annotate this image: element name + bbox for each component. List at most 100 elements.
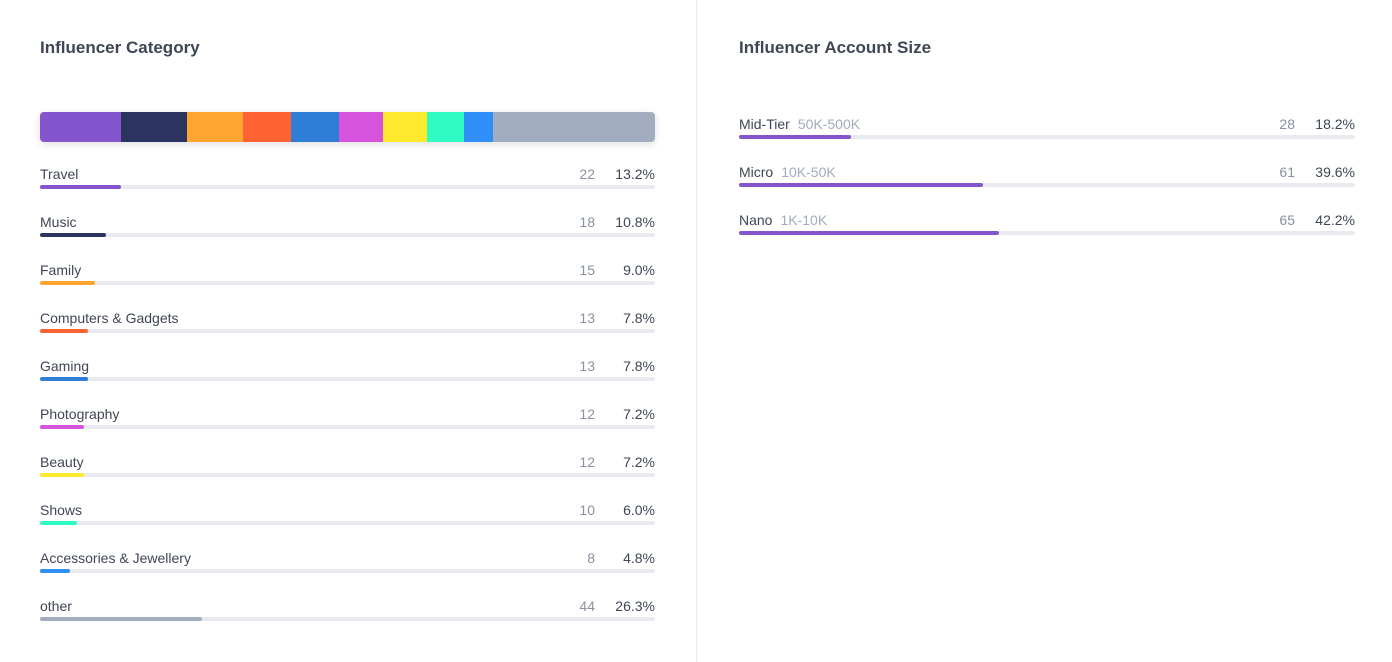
stacked-segment-1 [121, 112, 188, 142]
category-count: 8 [587, 550, 595, 566]
influencer-category-title: Influencer Category [40, 38, 200, 57]
category-percent: 7.2% [623, 454, 655, 470]
stacked-segment-7 [427, 112, 464, 142]
category-row: Accessories & Jewellery 8 4.8% [40, 550, 655, 598]
category-count: 18 [579, 214, 595, 230]
category-count: 13 [579, 358, 595, 374]
category-progress-track [40, 569, 655, 573]
category-percent: 26.3% [615, 598, 655, 614]
category-progress-track [40, 329, 655, 333]
category-count: 12 [579, 406, 595, 422]
category-progress-track [40, 185, 655, 189]
category-label: other [40, 598, 72, 614]
category-row: Family 15 9.0% [40, 262, 655, 310]
category-label: Gaming [40, 358, 90, 374]
account-size-row: Micro 10K-50K 61 39.6% [739, 164, 1355, 212]
category-label: Music [40, 214, 77, 230]
category-percent: 4.8% [623, 550, 655, 566]
category-label: Accessories & Jewellery [40, 550, 191, 566]
account-size-progress-fill [739, 135, 852, 139]
category-row: other 44 26.3% [40, 598, 655, 646]
category-label: Shows [40, 502, 83, 518]
category-percent: 7.8% [623, 358, 655, 374]
account-size-percent: 42.2% [1315, 212, 1355, 228]
category-progress-fill [40, 569, 70, 573]
category-count: 13 [579, 310, 595, 326]
category-row: Gaming 13 7.8% [40, 358, 655, 406]
category-row: Beauty 12 7.2% [40, 454, 655, 502]
account-size-label: Mid-Tier 50K-500K [739, 116, 860, 132]
stacked-segment-4 [290, 112, 339, 142]
account-size-percent: 18.2% [1315, 116, 1355, 132]
account-size-label: Nano 1K-10K [739, 212, 827, 228]
stacked-segment-9 [493, 112, 655, 142]
category-count: 15 [579, 262, 595, 278]
category-progress-fill [40, 617, 202, 621]
category-progress-fill [40, 329, 88, 333]
category-count: 12 [579, 454, 595, 470]
category-progress-fill [40, 185, 122, 189]
account-size-range: 10K-50K [781, 164, 836, 180]
account-size-progress-fill [739, 183, 983, 187]
account-size-row: Nano 1K-10K 65 42.2% [739, 212, 1355, 260]
account-size-label: Micro 10K-50K [739, 164, 836, 180]
stacked-segment-0 [40, 112, 122, 142]
category-progress-fill [40, 233, 107, 237]
category-progress-fill [40, 473, 85, 477]
category-percent: 10.8% [615, 214, 655, 230]
category-label: Travel [40, 166, 79, 182]
stacked-segment-8 [463, 112, 494, 142]
category-count: 44 [579, 598, 595, 614]
account-size-progress-track [739, 183, 1355, 187]
account-size-range: 1K-10K [780, 212, 828, 228]
category-row: Computers & Gadgets 13 7.8% [40, 310, 655, 358]
account-size-row: Mid-Tier 50K-500K 28 18.2% [739, 116, 1355, 164]
influencer-category-panel: Influencer Category Travel 22 13.2% Music 18… [40, 0, 697, 662]
stacked-segment-2 [187, 112, 243, 142]
account-size-progress-fill [739, 231, 999, 235]
influencer-account-size-title: Influencer Account Size [739, 38, 932, 57]
category-progress-fill [40, 425, 85, 429]
stacked-segment-6 [382, 112, 428, 142]
category-progress-fill [40, 377, 88, 381]
account-size-percent: 39.6% [1315, 164, 1355, 180]
influencer-account-size-panel: Influencer Account Size Mid-Tier 50K-500K… [697, 0, 1392, 662]
category-row: Music 18 10.8% [40, 214, 655, 262]
account-size-count: 65 [1279, 212, 1295, 228]
category-percent: 13.2% [615, 166, 655, 182]
category-label: Beauty [40, 454, 84, 470]
category-progress-fill [40, 521, 77, 525]
category-label: Photography [40, 406, 120, 422]
account-size-name: Nano [739, 212, 773, 228]
account-size-count: 61 [1279, 164, 1295, 180]
category-label: Computers & Gadgets [40, 310, 179, 326]
account-size-count: 28 [1279, 116, 1295, 132]
account-size-name: Micro [739, 164, 774, 180]
category-percent: 6.0% [623, 502, 655, 518]
account-size-list: Mid-Tier 50K-500K 28 18.2% Micro 10K-50K 61 39.… [739, 116, 1355, 260]
account-size-progress-track [739, 231, 1355, 235]
category-list: Travel 22 13.2% Music 18 10.8% Family 15 9.0% Com… [40, 166, 655, 646]
category-count: 10 [579, 502, 595, 518]
account-size-progress-track [739, 135, 1355, 139]
category-progress-track [40, 617, 655, 621]
category-label: Family [40, 262, 82, 278]
category-percent: 7.2% [623, 406, 655, 422]
stacked-segment-5 [338, 112, 383, 142]
category-progress-track [40, 425, 655, 429]
category-progress-fill [40, 281, 96, 285]
category-progress-track [40, 233, 655, 237]
account-size-name: Mid-Tier [739, 116, 790, 132]
category-row: Shows 10 6.0% [40, 502, 655, 550]
category-percent: 7.8% [623, 310, 655, 326]
account-size-range: 50K-500K [797, 116, 861, 132]
category-progress-track [40, 281, 655, 285]
category-row: Photography 12 7.2% [40, 406, 655, 454]
category-progress-track [40, 521, 655, 525]
category-row: Travel 22 13.2% [40, 166, 655, 214]
category-progress-track [40, 377, 655, 381]
category-count: 22 [579, 166, 595, 182]
stacked-segment-3 [242, 112, 291, 142]
category-percent: 9.0% [623, 262, 655, 278]
